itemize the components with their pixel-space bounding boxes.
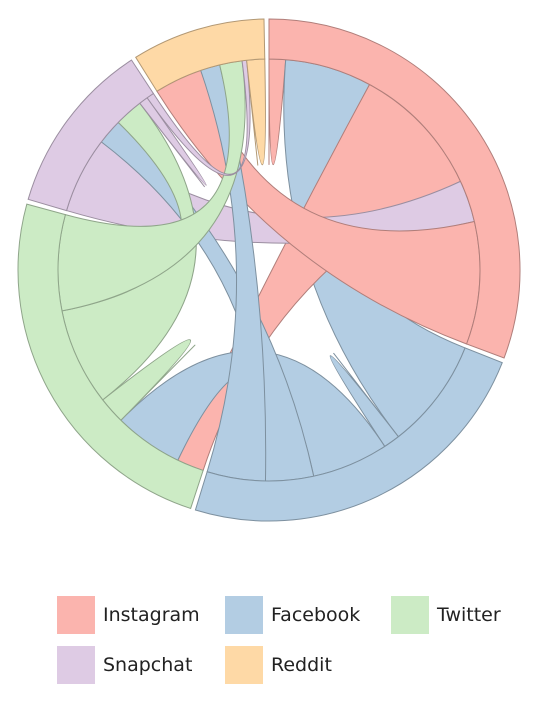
group-arc-snapchat (27, 59, 155, 212)
legend-label-snapchat: Snapchat (103, 654, 193, 676)
legend: Instagram Facebook Twitter Snapchat Redd… (57, 596, 537, 696)
legend-item-facebook: Facebook (225, 596, 360, 634)
legend-swatch-reddit (225, 646, 263, 684)
group-arc-facebook (194, 347, 503, 522)
legend-item-instagram: Instagram (57, 596, 200, 634)
legend-label-instagram: Instagram (103, 604, 200, 626)
chord-diagram (17, 18, 521, 522)
legend-label-facebook: Facebook (271, 604, 361, 626)
group-arcs-layer (17, 18, 521, 522)
legend-swatch-snapchat (57, 646, 95, 684)
legend-item-twitter: Twitter (391, 596, 501, 634)
ribbon-instagram-instagram (268, 58, 287, 165)
legend-swatch-instagram (57, 596, 95, 634)
legend-swatch-twitter (391, 596, 429, 634)
ribbon-reddit-reddit (246, 58, 266, 166)
legend-item-reddit: Reddit (225, 646, 332, 684)
legend-label-twitter: Twitter (437, 604, 501, 626)
group-arc-reddit (135, 18, 266, 92)
legend-label-reddit: Reddit (271, 654, 332, 676)
group-arc-twitter (17, 203, 204, 510)
legend-swatch-facebook (225, 596, 263, 634)
legend-item-snapchat: Snapchat (57, 646, 192, 684)
ribbons-layer (57, 58, 481, 482)
group-arc-instagram (268, 18, 521, 359)
